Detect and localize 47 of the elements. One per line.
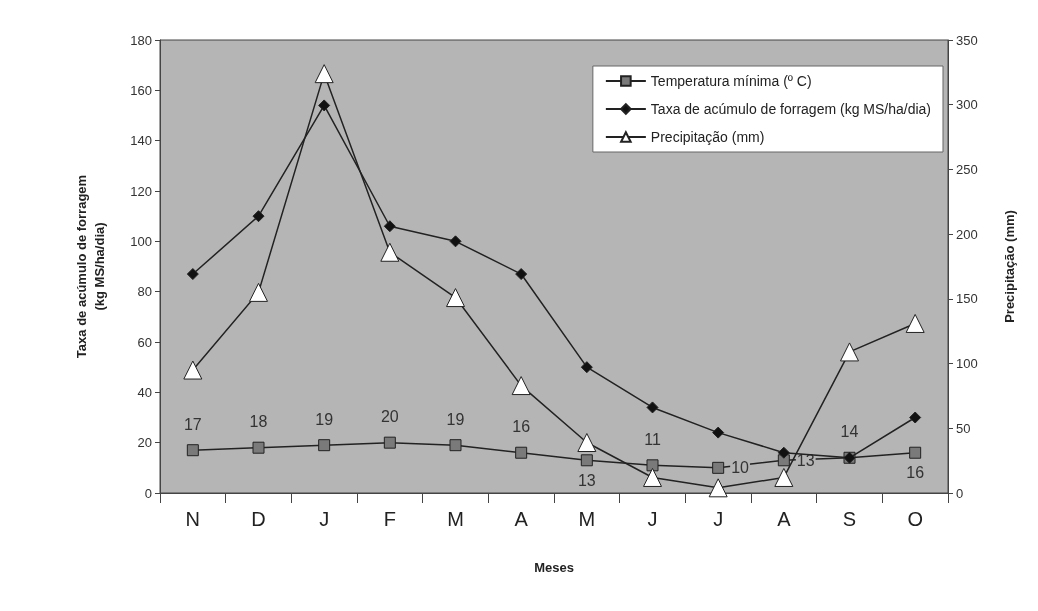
x-tick-label: J — [647, 508, 658, 530]
y2-axis-title: Precipitação (mm) — [1001, 210, 1017, 323]
data-label: 11 — [644, 430, 661, 448]
legend-label: Precipitação (mm) — [650, 129, 765, 145]
y-tick-label: 100 — [130, 233, 152, 249]
y-tick-label: 20 — [137, 435, 152, 451]
data-label: 20 — [380, 408, 399, 426]
data-label: 10 — [731, 459, 750, 477]
y-tick-label: 0 — [144, 485, 152, 501]
x-tick-label: O — [907, 508, 923, 530]
y2-tick-label: 300 — [956, 97, 978, 113]
data-label: 14 — [840, 423, 859, 441]
y2-tick-label: 250 — [956, 161, 978, 177]
y2-tick-label: 50 — [956, 420, 971, 436]
x-tick-label: M — [578, 508, 596, 530]
x-tick-label: M — [447, 508, 464, 530]
data-label: 18 — [249, 413, 268, 431]
y-tick-label: 180 — [130, 32, 152, 48]
y2-tick-label: 350 — [956, 32, 978, 48]
x-axis-title: Meses — [534, 560, 574, 575]
y2-tick-label: 150 — [956, 291, 978, 307]
y2-tick-label: 100 — [956, 356, 978, 372]
data-label: 13 — [577, 471, 596, 489]
y2-tick-label: 200 — [956, 226, 978, 242]
x-tick-label: J — [319, 508, 330, 530]
legend-label: Taxa de acúmulo de forragem (kg MS/ha/dia) — [650, 101, 931, 117]
y-tick-label: 120 — [130, 183, 152, 199]
data-label: 17 — [183, 415, 202, 433]
legend-label: Temperatura mínima (º C) — [650, 73, 812, 89]
x-tick-label: N — [185, 508, 201, 530]
data-label: 16 — [512, 418, 531, 436]
x-tick-label: A — [777, 508, 792, 530]
x-tick-label: J — [713, 508, 724, 530]
x-tick-label: F — [383, 508, 396, 530]
y-tick-label: 60 — [137, 334, 152, 350]
data-label: 16 — [906, 464, 925, 482]
y-tick-label: 80 — [137, 284, 152, 300]
x-tick-label: S — [842, 508, 857, 530]
y-axis-title: Taxa de acúmulo de forragem (kg MS/ha/dia) — [73, 174, 107, 359]
x-tick-label: A — [514, 508, 529, 530]
data-label: 19 — [446, 410, 465, 428]
y-tick-label: 160 — [130, 82, 152, 98]
y-tick-label: 40 — [137, 384, 152, 400]
y2-tick-label: 0 — [956, 485, 964, 501]
data-label: 19 — [315, 410, 334, 428]
x-tick-label: D — [251, 508, 266, 530]
y-tick-label: 140 — [130, 133, 152, 149]
